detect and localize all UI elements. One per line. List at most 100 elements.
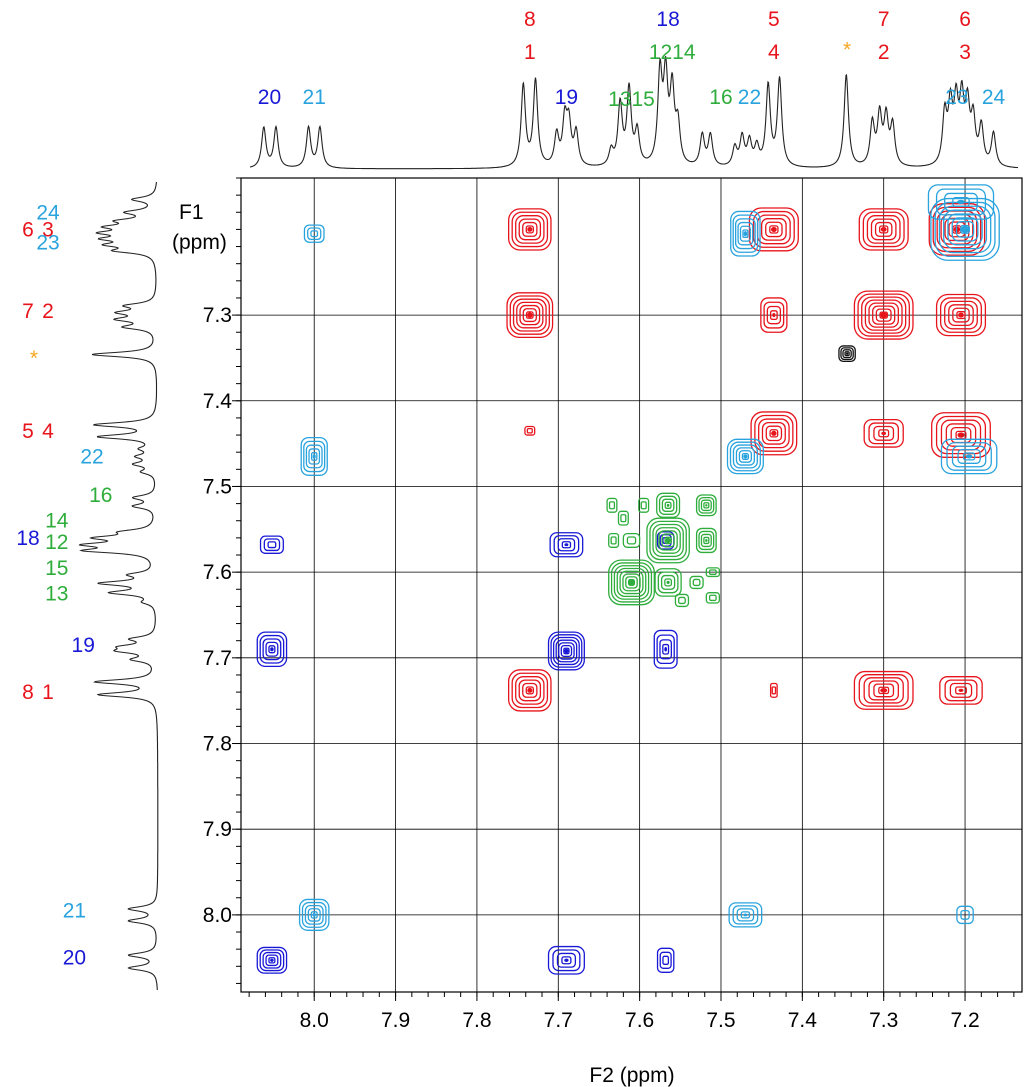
cross-peak xyxy=(608,559,655,606)
y-tick-label: 7.8 xyxy=(203,733,232,756)
top-peak-label: 1 xyxy=(524,41,536,64)
contour-ring xyxy=(858,674,909,707)
contour-ring xyxy=(750,411,798,456)
contour-ring xyxy=(866,215,901,244)
contour-center xyxy=(664,647,668,652)
contour-ring xyxy=(935,188,987,216)
contour-ring xyxy=(758,418,790,449)
cross-peak xyxy=(927,184,995,220)
top-peak-label: 5 xyxy=(768,8,780,31)
left-peak-label: 2 xyxy=(42,300,54,323)
left-peak-label: 19 xyxy=(72,634,95,657)
contour-ring xyxy=(960,909,970,920)
cross-peak xyxy=(935,293,987,337)
contour-ring xyxy=(868,680,899,701)
contour-ring xyxy=(662,955,670,965)
contour-ring xyxy=(935,293,987,337)
contour-ring xyxy=(303,224,325,243)
contour-ring xyxy=(858,208,909,251)
contour-ring xyxy=(951,217,979,242)
contour-ring xyxy=(949,682,973,698)
contour-center xyxy=(957,432,965,438)
contour-ring xyxy=(730,210,761,257)
cross-peak xyxy=(506,292,554,339)
x-tick-label: 7.4 xyxy=(788,1009,818,1032)
contour-ring xyxy=(853,670,914,710)
contour-ring xyxy=(256,631,288,668)
cross-peak xyxy=(705,592,721,604)
cross-peak xyxy=(298,898,330,931)
contour-ring xyxy=(259,535,284,554)
contour-ring xyxy=(662,643,670,655)
contour-center xyxy=(527,312,533,318)
contour-ring xyxy=(944,679,978,702)
y-axis-label-name: F1 xyxy=(179,201,204,224)
contour-ring xyxy=(506,292,554,339)
contour-ring xyxy=(955,686,967,695)
contour-ring xyxy=(509,295,550,335)
contour-ring xyxy=(928,203,986,256)
contour-ring xyxy=(692,578,701,587)
contour-ring xyxy=(703,502,710,509)
cross-peak xyxy=(853,670,914,710)
contour-center xyxy=(743,913,748,917)
contour-ring xyxy=(657,571,679,594)
contour-ring xyxy=(737,221,754,246)
contour-ring xyxy=(547,945,585,975)
contour-ring xyxy=(769,429,779,438)
top-peak-label: 3 xyxy=(959,41,971,64)
contour-ring xyxy=(870,218,897,241)
cross-peak xyxy=(939,676,983,705)
contour-center xyxy=(705,504,708,507)
contour-ring xyxy=(638,497,650,513)
contour-ring xyxy=(934,201,996,258)
contour-ring xyxy=(547,631,585,671)
contour-ring xyxy=(878,225,889,234)
contour-ring xyxy=(732,444,758,469)
contour-ring xyxy=(703,536,710,545)
y-tick-label: 7.3 xyxy=(203,304,232,327)
left-peak-label: 22 xyxy=(80,445,103,468)
contour-ring xyxy=(508,208,552,251)
contour-ring xyxy=(262,951,282,969)
top-peak-label: 18 xyxy=(656,8,679,31)
contour-ring xyxy=(610,536,617,545)
contour-ring xyxy=(561,541,572,549)
cross-peak xyxy=(695,527,717,554)
cross-peak xyxy=(547,945,585,975)
left-peak-label: * xyxy=(30,347,38,370)
y-tick-label: 7.7 xyxy=(203,647,232,670)
cross-peak xyxy=(853,290,914,340)
contour-ring xyxy=(522,308,537,323)
contour-ring xyxy=(649,520,687,561)
contour-ring xyxy=(524,425,536,436)
contour-center xyxy=(743,231,748,237)
contour-center xyxy=(564,958,569,962)
contour-ring xyxy=(508,669,552,712)
x-tick-label: 7.3 xyxy=(869,1009,898,1032)
cross-peak xyxy=(524,425,536,436)
left-peak-label: 6 xyxy=(22,218,34,241)
contour-ring xyxy=(659,639,673,660)
top-peak-label: 23 xyxy=(945,86,968,109)
contour-center xyxy=(312,913,316,917)
contour-ring xyxy=(300,436,328,476)
contour-ring xyxy=(769,310,778,321)
contour-ring xyxy=(754,414,794,452)
left-peak-label: 14 xyxy=(45,510,69,533)
cross-peak xyxy=(726,438,764,475)
x-tick-label: 7.8 xyxy=(462,1009,491,1032)
contour-ring xyxy=(307,908,321,922)
top-1d-spectrum xyxy=(249,56,1018,170)
contour-center xyxy=(880,312,888,318)
contour-ring xyxy=(552,636,580,666)
contour-ring xyxy=(619,570,644,595)
contour-ring xyxy=(946,442,992,471)
contour-ring xyxy=(563,647,570,655)
contour-ring xyxy=(878,686,890,695)
x-axis-label: F2 (ppm) xyxy=(589,1064,674,1087)
contour-ring xyxy=(305,444,323,469)
cross-peak xyxy=(617,510,629,526)
contour-ring xyxy=(956,905,974,925)
contour-ring xyxy=(518,679,542,702)
